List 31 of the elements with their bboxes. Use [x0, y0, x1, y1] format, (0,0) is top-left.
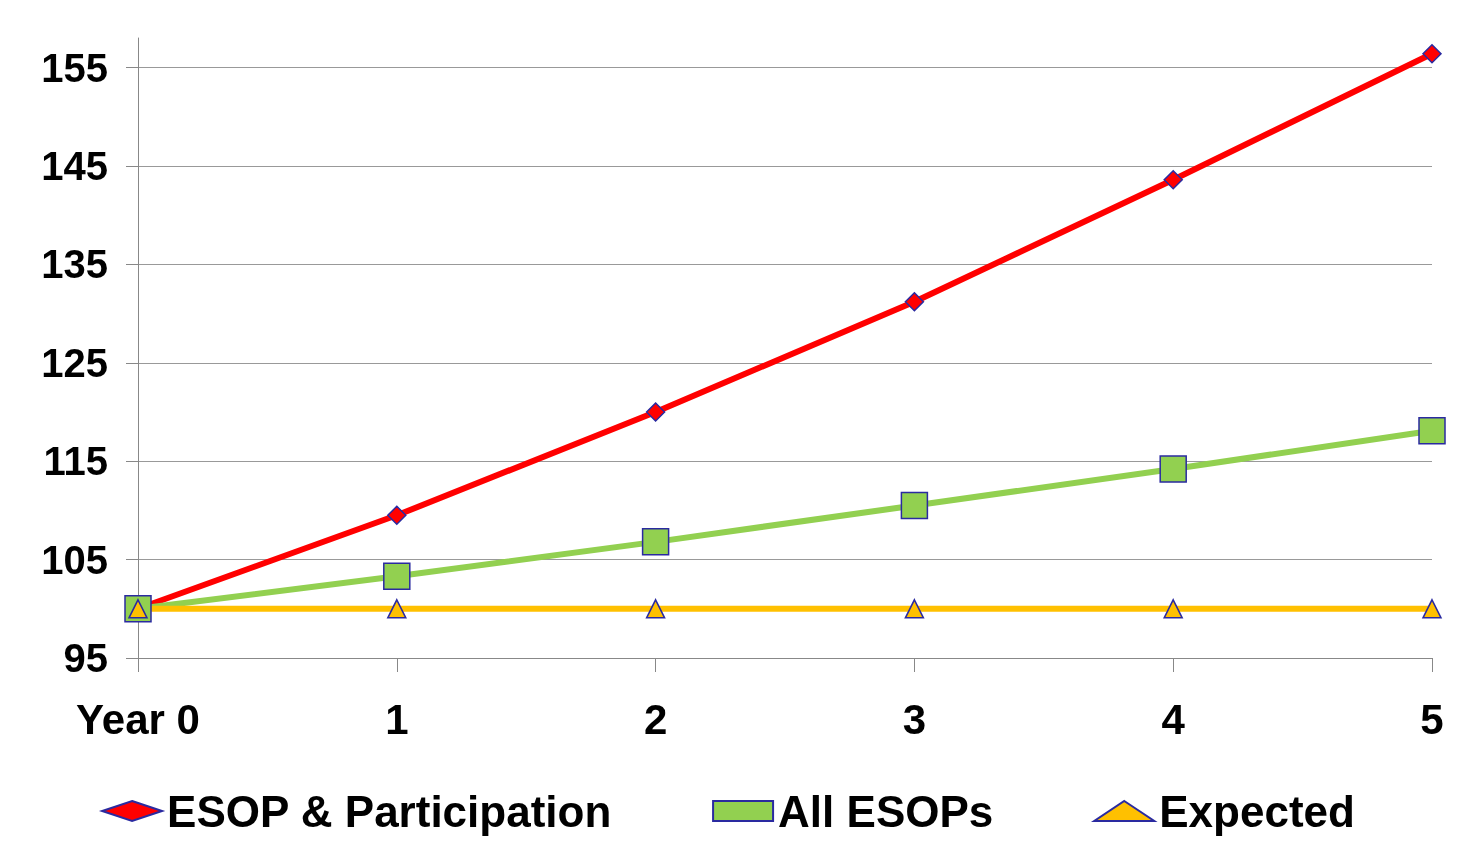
point	[1159, 455, 1187, 483]
point	[1163, 599, 1183, 619]
legend-label: Expected	[1159, 786, 1355, 836]
y-tick-label: 145	[41, 143, 108, 188]
y-tick-label: 125	[41, 340, 108, 385]
point	[904, 599, 925, 619]
point	[1422, 599, 1442, 619]
x-tick-label: Year 0	[76, 695, 200, 743]
point	[1163, 169, 1183, 190]
legend-label: ESOP & Participation	[167, 786, 612, 836]
point	[387, 505, 407, 526]
y-tick-label: 95	[63, 636, 108, 680]
point	[387, 599, 407, 619]
point	[383, 562, 411, 591]
x-tick-label: 2	[643, 695, 668, 743]
y-tick-label: 135	[41, 242, 108, 287]
y-tick-label: 155	[41, 45, 108, 90]
y-tick-label: 105	[41, 537, 108, 582]
x-tick-label: 1	[385, 695, 409, 743]
x-tick-label: 5	[1420, 695, 1444, 743]
x-tick-label: 3	[902, 695, 927, 743]
legend-label: All ESOPs	[778, 786, 994, 836]
y-tick-label: 115	[43, 439, 108, 484]
point	[904, 292, 925, 312]
point	[900, 491, 929, 520]
point	[1422, 44, 1442, 64]
x-tick-label: 4	[1161, 695, 1186, 743]
point	[1418, 416, 1446, 445]
point	[641, 528, 670, 556]
point	[645, 599, 666, 619]
point	[645, 402, 666, 422]
